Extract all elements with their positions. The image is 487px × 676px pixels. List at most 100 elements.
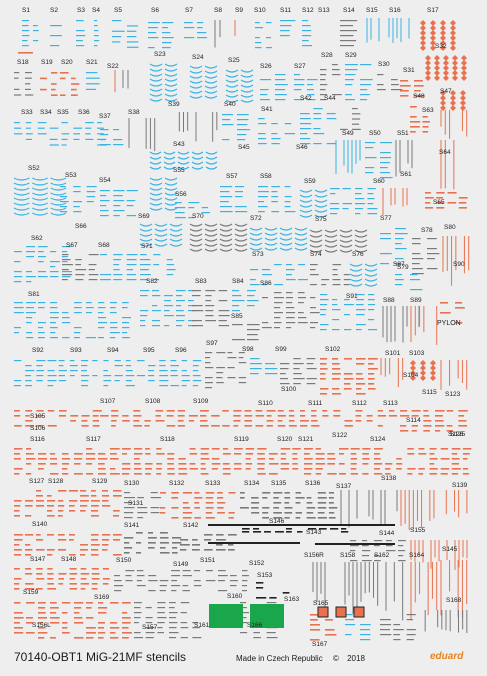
stencil-group [340,490,398,528]
stencil-label: S112 [352,400,367,407]
stencil-label: S86 [260,280,272,287]
stencil-group [160,492,236,519]
stencil-label: S69 [138,213,150,220]
stencil-group [14,246,72,283]
stencil-label: S110 [258,400,273,407]
stencil-label: S14 [343,7,355,14]
stencil-label: S60 [373,178,385,185]
stencil-group [14,490,122,517]
stencil-group [14,72,34,96]
stencil-label: S81 [28,291,40,298]
stencil-label: S74 [310,251,322,258]
stencil-label: S68 [98,242,110,249]
stencil-label: S27 [294,63,306,70]
stencil-label: S62 [31,235,43,242]
stencil-group [60,72,80,96]
stencil-label: S21 [86,59,98,66]
stencil-group [424,610,468,634]
stencil-group [294,74,318,101]
stencil-group [60,186,97,213]
stencil-label: S156R [304,552,324,559]
stencil-group [192,290,230,327]
stencil-group [330,188,378,215]
stencil-label: S136 [305,480,321,487]
made-in-text: Made in Czech Republic © 2018 [236,654,365,663]
stencil-label: S26 [260,63,272,70]
stencil-group [280,20,296,37]
stencil-label: S80 [444,224,456,231]
stencil-group [320,358,378,395]
stencil-label: S151 [200,557,216,564]
stencil-label: S67 [66,242,78,249]
stencil-label: S56 [175,191,187,198]
stencil-label: S109 [193,398,209,405]
stencil-group [178,112,218,142]
stencil-label: S152 [249,560,265,567]
stencil-label: S38 [128,109,140,116]
stencil-group [256,582,290,599]
stencil-group [380,614,416,641]
stencil-label: S5 [114,7,122,14]
stencil-group [335,140,361,174]
stencil-group [18,52,33,54]
stencil-label: S45 [238,144,250,151]
stencil-label: S101 [385,350,401,357]
stencil-group [412,238,440,275]
stencil-label: S42 [300,95,312,102]
stencil-label: S130 [124,480,140,487]
stencil-group [220,186,248,213]
stencil-label: S156L [32,622,51,629]
stencil-group [262,292,320,329]
stencil-group [250,358,278,375]
stencil-label: S75 [315,216,327,223]
stencil-label: S134 [244,480,260,487]
stencil-label: S118 [160,436,175,443]
made-in-label: Made in Czech Republic [236,654,323,663]
stencil-group [440,140,455,190]
stencil-label: S123 [445,391,461,398]
stencil-label: S25 [228,57,240,64]
stencil-label: S133 [205,480,221,487]
stencil-group [205,352,247,389]
stencil-group [377,74,403,91]
stencil-group [140,290,197,327]
stencil-label: S160 [227,593,243,600]
stencil-group [258,186,296,213]
stencil-label: S10 [254,7,266,14]
stencil-group [139,223,183,247]
stencil-label: S46 [296,144,308,151]
stencil-label: S124 [370,436,386,443]
stencil-label: S107 [100,398,116,405]
stencil-group [189,65,218,99]
stencil-label: S6 [151,7,159,14]
stencil-label: S36 [78,109,90,116]
stencil-label: S158 [340,552,356,559]
stencil-label: S30 [378,61,390,68]
stencil-label: S93 [70,347,82,354]
stencil-label: S31 [403,67,415,74]
stencil-group [380,228,408,265]
stencil-label: S1 [22,7,30,14]
stencil-label: S105 [30,413,46,420]
stencil-label: S108 [145,398,161,405]
stencil-group [148,22,174,49]
stencil-group [410,360,436,381]
stencil-label: S57 [226,173,238,180]
year: 2018 [347,654,365,663]
stencil-group [14,602,132,639]
stencil-label: S33 [21,109,33,116]
stencil-group [360,562,404,621]
stencil-label: S121 [298,436,314,443]
stencil-label: S20 [61,59,73,66]
stencil-group [410,106,430,133]
stencil-label: S103 [409,350,425,357]
stencil-group [300,108,337,145]
stencil-group [425,192,468,209]
stencil-group [380,358,404,388]
stencil-label: S78 [421,227,433,234]
stencil-label: S70 [192,213,204,220]
stencil-group [410,306,438,345]
stencil-group [440,560,468,618]
stencil-group [140,254,176,281]
